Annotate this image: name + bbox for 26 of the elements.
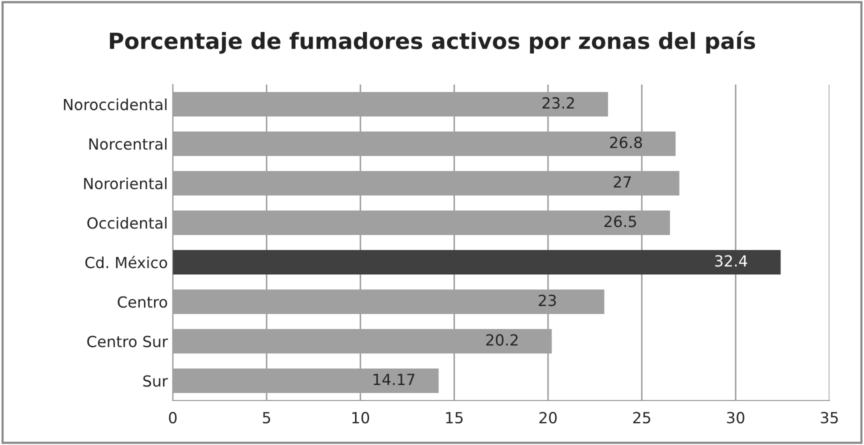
y-tick-label: Nororiental (84, 177, 167, 190)
data-label: 27 (614, 176, 631, 188)
x-tick-label: 20 (539, 412, 557, 424)
y-tick-label: Occidental (87, 216, 167, 229)
x-tick-label: 35 (820, 412, 838, 424)
y-tick-label: Cd. México (85, 256, 168, 268)
chart-title: Porcentaje de fumadores activos por zonas del país (110, 31, 756, 54)
bar (172, 250, 781, 275)
x-tick-label: 10 (352, 412, 370, 424)
data-label: 23.2 (542, 97, 574, 109)
data-label: 26.5 (604, 216, 636, 228)
data-label: 32.4 (715, 255, 748, 267)
data-label: 14.17 (374, 374, 414, 385)
x-tick-label: 30 (727, 412, 744, 424)
x-tick-label: 5 (262, 412, 270, 424)
y-tick-label: Centro Sur (87, 336, 168, 348)
x-tick-label: 0 (168, 412, 177, 424)
data-label: 23 (538, 294, 556, 306)
data-label: 20.2 (486, 334, 518, 346)
y-tick-label: Sur (143, 375, 168, 387)
y-tick-label: Norcentral (89, 138, 167, 150)
x-tick-label: 25 (633, 412, 650, 424)
y-tick-label: Centro (118, 296, 168, 308)
data-label: 26.8 (610, 136, 642, 148)
y-tick-label: Noroccidental (64, 98, 166, 110)
x-tick-label: 15 (446, 412, 463, 424)
